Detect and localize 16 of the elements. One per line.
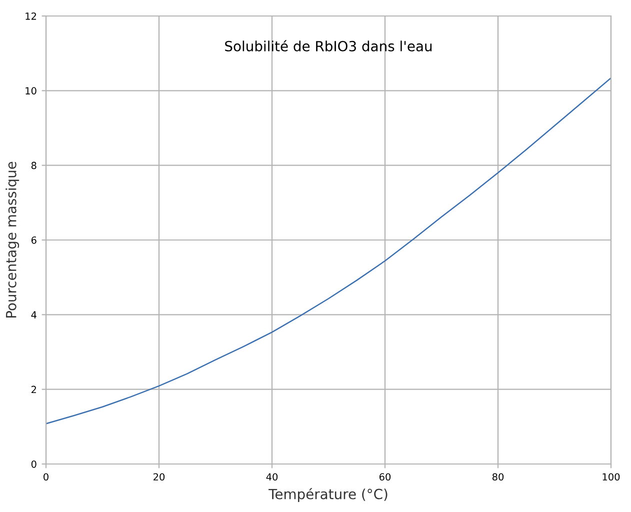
y-tick-label: 4 [31,311,36,318]
y-tick-label: 0 [31,460,36,468]
y-tick-label: 8 [31,162,36,170]
text: Solubilité de RbIO3 dans l'eau [225,40,432,52]
y-tick-label: 12 [26,12,36,20]
x-tick-label: 40 [266,473,278,481]
x-tick-label: 0 [44,473,48,481]
x-tick-label: 20 [154,473,165,481]
x-tick-label: 80 [492,473,504,481]
x-axis-title: Température (°C) [268,488,388,502]
y-tick-label: 2 [32,386,36,394]
y-axis-title: Pourcentage massique [6,162,20,318]
x-tick-label: 100 [602,473,620,481]
y-tick-label: 10 [26,87,36,94]
y-tick-label: 6 [31,236,36,244]
x-tick-label: 60 [379,473,391,481]
